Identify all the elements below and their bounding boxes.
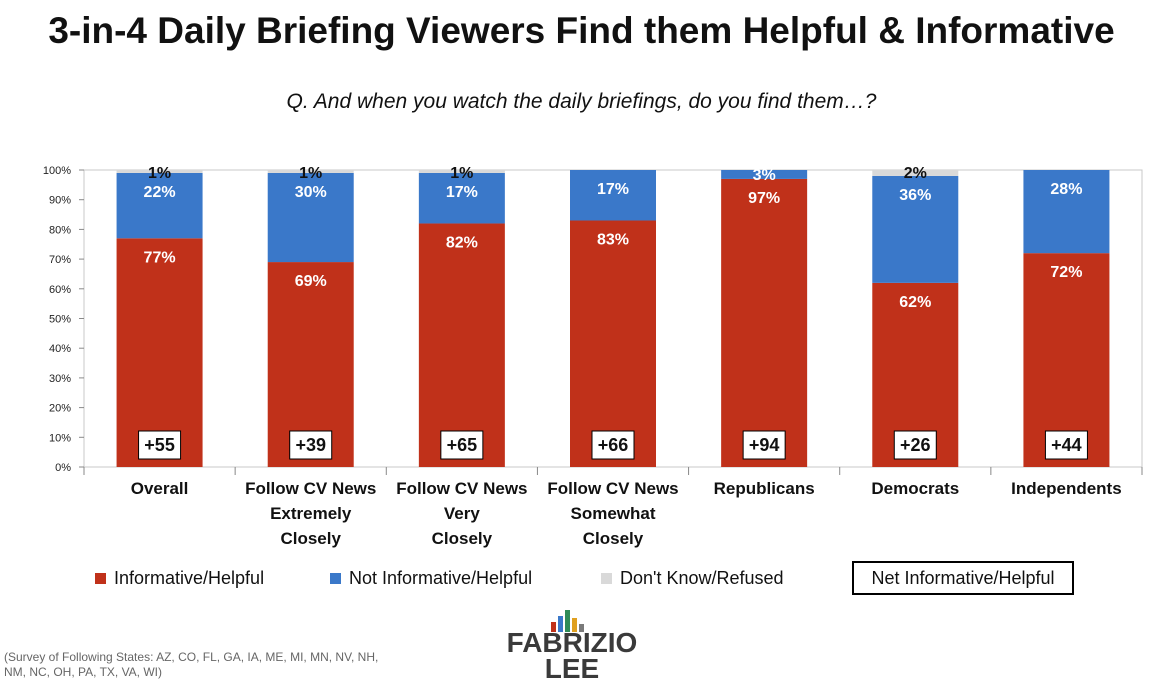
x-tick-label-line: Republicans	[714, 479, 815, 498]
bar-segment	[570, 220, 656, 467]
logo-text-line2: LEE	[544, 653, 600, 684]
legend-swatch-informative	[95, 573, 106, 584]
legend-swatch-dont-know	[601, 573, 612, 584]
bar-segment	[1023, 170, 1110, 254]
logo-bars-icon	[551, 610, 584, 632]
net-value-box	[440, 430, 484, 460]
data-label: 3%	[753, 167, 776, 184]
data-label: 30%	[295, 184, 327, 201]
x-tick-label: Follow CV News Very Closely	[396, 479, 527, 548]
data-label: 83%	[597, 231, 629, 248]
net-value-box	[289, 430, 333, 460]
x-tick-label: Republicans	[714, 479, 815, 498]
legend-label-not-informative: Not Informative/Helpful	[349, 568, 533, 588]
x-tick-label-line: Closely	[583, 529, 644, 548]
data-label: 28%	[1050, 181, 1082, 198]
data-label: 17%	[446, 184, 478, 201]
x-tick-label: Follow CV News Extremely Closely	[245, 479, 376, 548]
bar-segment	[418, 170, 505, 173]
net-value-box	[893, 430, 937, 460]
y-tick-label: 60%	[49, 284, 71, 296]
x-tick-label: Overall	[131, 479, 189, 498]
net-value-label: +94	[749, 435, 780, 455]
data-label: 17%	[597, 181, 629, 198]
x-tick-label-line: Overall	[131, 479, 189, 498]
bar-segment	[116, 238, 203, 467]
x-tick-label-line: Closely	[280, 529, 341, 548]
bar-segment	[418, 223, 505, 467]
logo-text-line1: FABRIZIO	[506, 627, 638, 658]
y-tick-label: 50%	[49, 314, 71, 326]
net-value-box	[1044, 430, 1088, 460]
bar-segment	[267, 172, 354, 263]
x-tick-label-line: Follow CV News	[547, 479, 678, 498]
y-tick-label: 70%	[49, 254, 71, 266]
net-value-label: +65	[447, 435, 478, 455]
y-tick-label: 80%	[49, 224, 71, 236]
x-tick-label-line: Closely	[432, 529, 493, 548]
x-tick-label: Follow CV News Somewhat Closely	[547, 479, 678, 548]
data-label: 77%	[144, 249, 176, 266]
x-tick-label-line: Somewhat	[570, 504, 655, 523]
chart-subtitle: Q. And when you watch the daily briefing…	[286, 90, 877, 113]
data-label: 22%	[144, 184, 176, 201]
y-tick-label: 40%	[49, 343, 71, 355]
x-tick-label-line: Democrats	[871, 479, 959, 498]
x-tick-label-line: Extremely	[270, 504, 352, 523]
legend-item-dont-know: Don't Know/Refused	[601, 568, 784, 589]
y-tick-label: 10%	[49, 432, 71, 444]
data-label: 2%	[904, 165, 927, 182]
y-tick-label: 100%	[43, 165, 71, 177]
y-tick-label: 20%	[49, 403, 71, 415]
legend-label-dont-know: Don't Know/Refused	[620, 568, 784, 588]
bar-segment	[418, 172, 505, 224]
x-tick-label-line: Follow CV News	[396, 479, 527, 498]
legend-swatch-not-informative	[330, 573, 341, 584]
x-tick-label-line: Very	[444, 504, 480, 523]
bar-segment	[872, 175, 959, 283]
stacked-bar-chart: 0% 10% 20% 30% 40% 50% 60% 70% 80% 90% 100% 77% 22% 1…	[43, 165, 1143, 548]
data-label: 69%	[295, 273, 327, 290]
data-label: 72%	[1050, 264, 1082, 281]
logo-text: FABRIZIO LEE	[497, 627, 647, 684]
data-label: 36%	[899, 187, 931, 204]
legend-label-informative: Informative/Helpful	[114, 568, 265, 588]
data-label: 97%	[748, 190, 780, 207]
net-value-label: +39	[295, 435, 326, 455]
fabrizio-lee-logo: FABRIZIO LEE	[497, 608, 647, 683]
net-value-box	[591, 430, 635, 460]
bar-segment	[872, 170, 959, 176]
net-value-label: +44	[1051, 435, 1082, 455]
legend-item-informative: Informative/Helpful	[95, 568, 264, 589]
data-label: 1%	[148, 165, 171, 182]
x-tick-label: Independents	[1011, 479, 1122, 498]
y-tick-label: 30%	[49, 373, 71, 385]
data-label: 1%	[450, 165, 473, 182]
bar-segment	[116, 170, 203, 173]
survey-footnote: (Survey of Following States: AZ, CO, FL,…	[4, 650, 379, 679]
legend-item-not-informative: Not Informative/Helpful	[330, 568, 532, 589]
data-label: 62%	[899, 294, 931, 311]
x-tick-label: Democrats	[871, 479, 959, 498]
chart-title: 3-in-4 Daily Briefing Viewers Find them …	[48, 10, 1115, 51]
x-tick-label-line: Follow CV News	[245, 479, 376, 498]
net-legend-box: Net Informative/Helpful	[852, 561, 1074, 595]
x-tick-label-line: Independents	[1011, 479, 1122, 498]
net-value-label: +55	[144, 435, 175, 455]
bar-segment	[721, 178, 808, 467]
bar-segment	[721, 170, 808, 179]
y-tick-label: 90%	[49, 195, 71, 207]
data-label: 1%	[299, 165, 322, 182]
bar-segment	[267, 170, 354, 173]
net-value-label: +66	[598, 435, 629, 455]
net-value-label: +26	[900, 435, 931, 455]
net-value-box	[138, 430, 182, 460]
y-tick-label: 0%	[55, 462, 71, 474]
net-value-box	[742, 430, 786, 460]
bar-segment	[570, 170, 656, 221]
data-label: 82%	[446, 234, 478, 251]
bar-segment	[116, 172, 203, 239]
